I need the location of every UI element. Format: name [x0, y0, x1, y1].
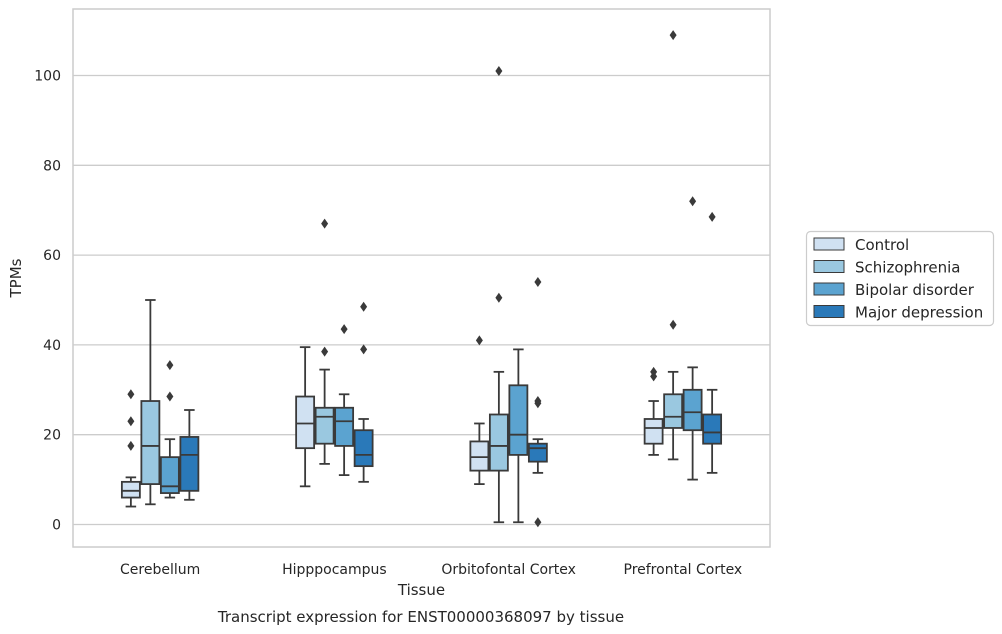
y-tick-label: 80 — [43, 158, 61, 174]
y-tick-labels: 0 20 40 60 80 100 — [34, 69, 61, 534]
outlier-point — [534, 517, 542, 528]
box — [663, 30, 684, 461]
box-body — [140, 400, 161, 485]
box — [314, 218, 335, 465]
box — [159, 360, 180, 499]
box — [508, 348, 529, 524]
box-body — [702, 413, 723, 445]
box-body — [295, 395, 316, 450]
box-body — [508, 384, 529, 456]
box-body — [334, 406, 355, 447]
outlier-point — [534, 277, 542, 288]
outlier-point — [650, 366, 658, 377]
legend-label: Bipolar disorder — [855, 281, 975, 299]
box-body — [527, 442, 548, 463]
box — [702, 211, 723, 474]
box-body — [469, 440, 490, 472]
outlier-point — [475, 335, 483, 346]
y-tick-label: 0 — [52, 518, 61, 534]
box — [527, 277, 548, 528]
box — [295, 346, 316, 488]
x-tick-labels: Cerebellum Hipppocampus Orbitofontal Corte… — [120, 562, 742, 578]
legend-swatch — [813, 260, 845, 273]
box-body — [314, 406, 335, 445]
x-tick-label: Orbitofontal Cortex — [441, 562, 576, 578]
legend: Control Schizophrenia Bipolar disorder Majo… — [805, 230, 995, 327]
box — [469, 335, 490, 485]
box-body — [682, 388, 703, 432]
box — [643, 366, 664, 456]
box-body — [120, 480, 141, 499]
y-tick-label: 20 — [43, 428, 61, 444]
legend-frame — [805, 230, 995, 327]
outlier-point — [127, 389, 135, 400]
box — [353, 301, 374, 483]
chart-caption: Transcript expression for ENST0000036809… — [217, 608, 624, 626]
outlier-point — [495, 66, 503, 77]
outlier-point — [340, 324, 348, 335]
outlier-point — [669, 319, 677, 330]
box-body — [159, 456, 180, 494]
box — [334, 324, 355, 477]
y-axis-label: TPMs — [7, 258, 25, 298]
legend-label: Major depression — [855, 304, 983, 322]
x-tick-label: Cerebellum — [120, 562, 200, 578]
legend-swatch — [813, 282, 845, 296]
box-body — [643, 418, 664, 445]
outlier-point — [360, 301, 368, 312]
box-body — [488, 413, 509, 472]
plot-frame — [72, 8, 771, 548]
box-body — [663, 393, 684, 429]
x-axis-label: Tissue — [397, 581, 445, 599]
x-tick-label: Hipppocampus — [282, 562, 387, 578]
outlier-point — [534, 396, 542, 407]
outlier-point — [708, 211, 716, 222]
outlier-point — [495, 292, 503, 303]
outlier-point — [321, 218, 329, 229]
legend-swatch — [813, 237, 845, 251]
y-tick-label: 40 — [43, 338, 61, 354]
plot-boxes — [120, 30, 723, 528]
outlier-point — [689, 196, 697, 207]
outlier-point — [127, 416, 135, 427]
legend-swatch — [813, 305, 845, 318]
outlier-point — [166, 360, 174, 371]
legend-label: Control — [855, 236, 909, 254]
y-tick-label: 100 — [34, 69, 61, 85]
legend-label: Schizophrenia — [855, 259, 960, 277]
outlier-point — [669, 30, 677, 41]
box — [120, 389, 141, 508]
outlier-point — [127, 440, 135, 451]
box-body — [353, 429, 374, 468]
outlier-point — [360, 344, 368, 355]
outlier-point — [321, 346, 329, 357]
box — [682, 196, 703, 481]
outlier-point — [166, 391, 174, 402]
box-body — [179, 436, 200, 492]
y-tick-label: 60 — [43, 248, 61, 264]
x-tick-label: Prefrontal Cortex — [624, 562, 743, 578]
box — [179, 409, 200, 501]
box — [140, 299, 161, 506]
box — [488, 66, 509, 524]
